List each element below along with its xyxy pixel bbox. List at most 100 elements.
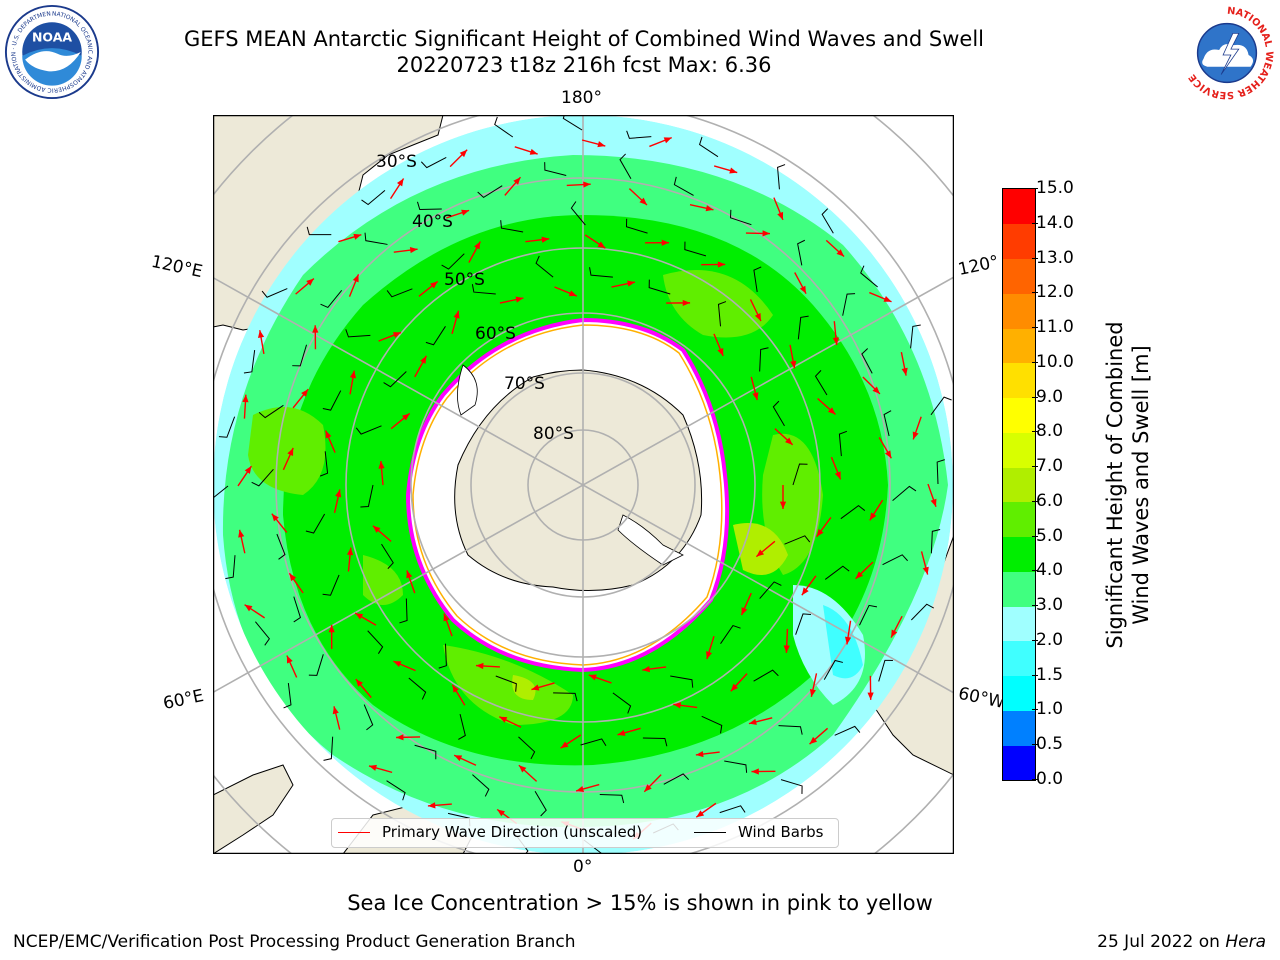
- wind-barb: [772, 400, 785, 427]
- wind-barb: [823, 659, 843, 680]
- lat-label-70s: 70°S: [504, 374, 545, 394]
- wave-direction-arrowhead: [515, 296, 524, 303]
- colorbar-label-line1: Significant Height of Combined: [1103, 321, 1127, 649]
- wind-barb: [319, 451, 329, 477]
- wind-barb: [458, 713, 466, 740]
- wave-direction-arrowhead: [454, 755, 463, 762]
- lon-label-60e: 60°E: [161, 685, 206, 715]
- wave-direction-arrowhead: [475, 662, 484, 670]
- wave-direction-arrowhead: [499, 716, 508, 723]
- wind-barb: [838, 430, 848, 457]
- lat-label-30s: 30°S: [376, 152, 417, 172]
- wind-barb: [814, 370, 828, 396]
- wind-barb: [386, 288, 413, 298]
- wave-direction-arrowhead: [325, 430, 332, 439]
- legend-item-wave: Primary Wave Direction (unscaled): [338, 823, 642, 841]
- colorbar-tick-label: 0.5: [1031, 734, 1064, 755]
- wind-barb: [383, 371, 407, 388]
- wave-direction-arrowhead: [855, 571, 864, 579]
- wind-barb: [381, 543, 394, 570]
- wind-barb: [795, 613, 812, 635]
- wave-direction-arrowhead: [238, 529, 245, 538]
- lon-label-120e: 120°E: [149, 251, 205, 283]
- chart-title: GEFS MEAN Antarctic Significant Height o…: [183, 27, 985, 51]
- lat-label-50s: 50°S: [444, 270, 485, 290]
- wave-direction-arrowhead: [368, 764, 377, 771]
- wave-direction-arrowhead: [518, 765, 527, 773]
- wind-barb: [821, 208, 834, 234]
- colorbar-segment: [1003, 710, 1035, 746]
- wave-direction-arrowhead: [834, 471, 841, 480]
- wave-direction-arrowhead: [427, 802, 436, 809]
- wave-direction-arrowhead: [583, 181, 591, 188]
- wave-direction-arrowhead: [627, 280, 635, 287]
- colorbar-segment: [1003, 432, 1035, 468]
- lon-label-180: 180°: [561, 88, 602, 108]
- wave-direction-arrowhead: [717, 348, 724, 357]
- wind-barb: [759, 581, 782, 599]
- wind-barb: [306, 226, 332, 236]
- colorbar-tick-label: 9.0: [1031, 386, 1064, 407]
- lat-label-80s: 80°S: [533, 424, 574, 444]
- wave-direction-arrowhead: [827, 407, 836, 415]
- wind-barb: [580, 738, 607, 747]
- wind-barb: [780, 779, 803, 794]
- wave-direction-arrowhead: [453, 310, 460, 319]
- wind-barb: [276, 533, 286, 560]
- wave-direction-arrowhead: [741, 607, 748, 616]
- colorbar-segment: [1003, 362, 1035, 399]
- colorbar-tick-label: 2.0: [1031, 629, 1064, 650]
- wave-direction-arrowhead: [301, 389, 309, 397]
- wind-barb: [355, 425, 382, 435]
- wave-direction-arrowhead: [644, 784, 652, 792]
- wave-direction-arrowhead: [459, 149, 468, 158]
- wave-direction-arrowhead: [752, 392, 759, 401]
- colorbar-tick-label: 15.0: [1032, 178, 1074, 198]
- wind-barb: [719, 805, 746, 814]
- wave-direction-arrowhead: [541, 236, 550, 243]
- wind-barb: [930, 529, 941, 554]
- wave-direction-arrowhead: [642, 666, 651, 673]
- wave-direction-arrowhead: [420, 355, 427, 364]
- noaa-logo: NATIONAL OCEANIC AND ATMOSPHERIC ADMINIS…: [4, 4, 100, 100]
- wind-barb: [589, 267, 613, 278]
- wave-direction-arrowhead: [335, 489, 342, 498]
- credit-date-text: 25 Jul 2022 on: [1097, 932, 1220, 952]
- wind-barb: [663, 773, 690, 785]
- colorbar-tick-label: 1.5: [1031, 664, 1064, 685]
- wave-direction-arrowhead: [756, 549, 765, 557]
- wind-barb: [367, 630, 384, 654]
- wind-barb: [308, 654, 324, 676]
- wind-barbs: [213, 115, 952, 854]
- primary-wave-direction-arrows: [237, 136, 937, 840]
- wave-direction-arrowhead: [242, 394, 249, 403]
- wind-barb: [535, 255, 554, 278]
- wind-barb: [670, 675, 694, 688]
- graticule: [213, 115, 954, 854]
- wave-direction-arrowhead: [639, 197, 647, 205]
- colorbar-tick-label: 4.0: [1031, 560, 1064, 581]
- wind-barb: [320, 290, 343, 309]
- wind-barb: [494, 116, 514, 138]
- colorbar-segment: [1003, 675, 1035, 711]
- national-weather-service-logo: NATIONAL WEATHER SERVICE: [1179, 6, 1274, 100]
- colorbar-tick-label: 10.0: [1032, 351, 1074, 372]
- wind-barb: [399, 598, 408, 624]
- wind-barb: [495, 675, 517, 692]
- svg-text:NOAA: NOAA: [32, 29, 72, 44]
- credit-host: Hera: [1225, 932, 1266, 952]
- wind-barb: [892, 485, 917, 502]
- wind-barb: [360, 484, 374, 508]
- wave-direction-arrowhead: [497, 809, 505, 817]
- wave-direction-arrowhead: [922, 566, 929, 575]
- credit-branch: NCEP/EMC/Verification Post Processing Pr…: [13, 932, 576, 952]
- wind-barb: [797, 239, 806, 266]
- wave-direction-arrowhead: [751, 768, 759, 775]
- wave-direction-arrowhead: [597, 241, 606, 249]
- wind-barb: [759, 347, 769, 372]
- wind-barb: [420, 156, 447, 169]
- wave-direction-arrowhead: [801, 587, 809, 596]
- colorbar-label-line2: Wind Waves and Swell [m]: [1129, 345, 1153, 625]
- wave-direction-arrowhead: [529, 148, 538, 155]
- wave-direction-arrowhead: [832, 337, 840, 346]
